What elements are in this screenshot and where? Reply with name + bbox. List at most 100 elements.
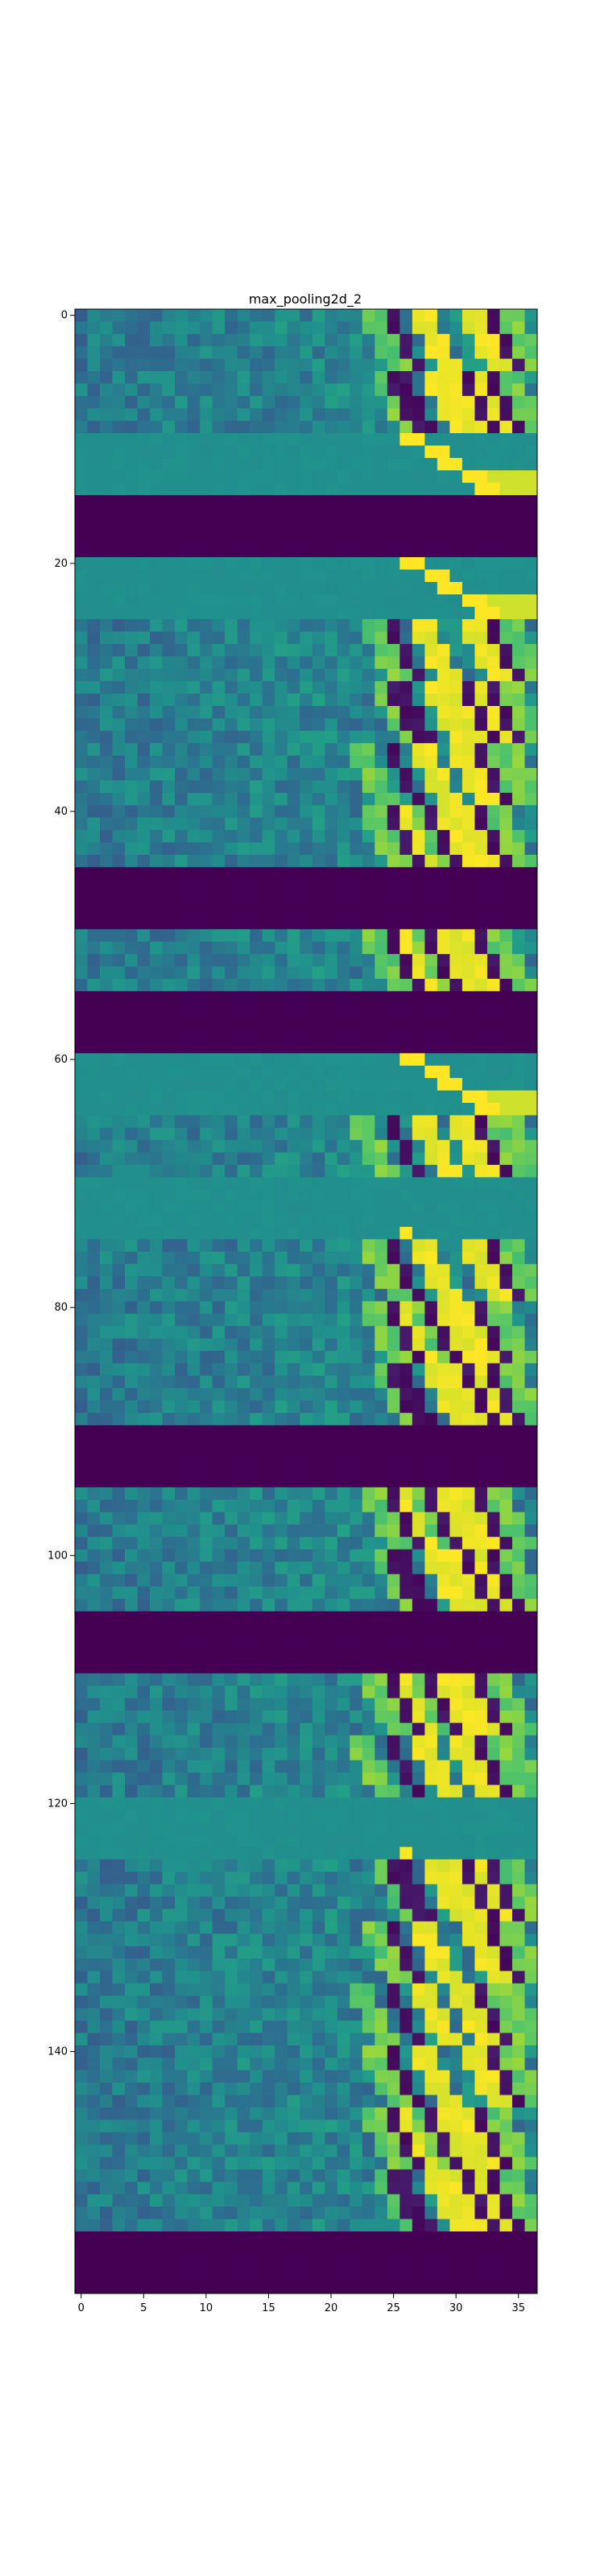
- heatmap-cell: [275, 1524, 288, 1538]
- heatmap-cell: [87, 1400, 101, 1414]
- heatmap-cell: [511, 681, 525, 694]
- heatmap-cell: [287, 569, 300, 583]
- heatmap-cell: [461, 978, 475, 992]
- heatmap-cell: [262, 1388, 275, 1402]
- heatmap-cell: [449, 1735, 463, 1748]
- heatmap-cell: [212, 1251, 226, 1265]
- heatmap-cell: [100, 792, 113, 806]
- heatmap-cell: [137, 830, 151, 843]
- heatmap-cell: [225, 470, 238, 484]
- heatmap-cell: [237, 1326, 250, 1340]
- heatmap-cell: [100, 1921, 113, 1934]
- heatmap-cell: [524, 1338, 538, 1352]
- heatmap-cell: [212, 1549, 226, 1563]
- heatmap-cell: [375, 1363, 388, 1377]
- heatmap-cell: [325, 371, 338, 384]
- heatmap-cell: [87, 1810, 101, 1823]
- heatmap-cell: [449, 1090, 463, 1104]
- heatmap-cell: [412, 470, 425, 484]
- heatmap-cell: [225, 1251, 238, 1265]
- heatmap-cell: [337, 1500, 350, 1513]
- heatmap-cell: [162, 780, 176, 794]
- heatmap-cell: [212, 1338, 226, 1352]
- heatmap-cell: [474, 1847, 488, 1860]
- heatmap-cell: [399, 321, 413, 335]
- heatmap-cell: [137, 978, 151, 992]
- heatmap-cell: [250, 1475, 263, 1488]
- heatmap-cell: [300, 507, 313, 521]
- heatmap-cell: [262, 718, 275, 732]
- heatmap-cell: [287, 445, 300, 459]
- heatmap-cell: [75, 1636, 88, 1649]
- heatmap-cell: [486, 1785, 500, 1798]
- heatmap-cell: [362, 1661, 375, 1674]
- heatmap-cell: [150, 1189, 163, 1203]
- heatmap-cell: [137, 1177, 151, 1191]
- heatmap-cell: [511, 805, 525, 819]
- heatmap-cell: [524, 1710, 538, 1724]
- heatmap-cell: [486, 1313, 500, 1327]
- heatmap-cell: [75, 1760, 88, 1773]
- heatmap-cell: [150, 333, 163, 347]
- heatmap-cell: [175, 433, 188, 446]
- heatmap-cell: [100, 1797, 113, 1810]
- heatmap-cell: [499, 433, 513, 446]
- heatmap-cell: [275, 1450, 288, 1463]
- heatmap-cell: [125, 904, 138, 918]
- heatmap-cell: [449, 1921, 463, 1934]
- heatmap-cell: [162, 1462, 176, 1476]
- heatmap-cell: [325, 1363, 338, 1377]
- heatmap-cell: [75, 1872, 88, 1885]
- heatmap-cell: [137, 1537, 151, 1550]
- heatmap-cell: [75, 1065, 88, 1079]
- heatmap-cell: [325, 817, 338, 831]
- heatmap-cell: [424, 706, 438, 719]
- heatmap-cell: [175, 1450, 188, 1463]
- heatmap-cell: [412, 1326, 425, 1340]
- heatmap-cell: [125, 1189, 138, 1203]
- heatmap-cell: [137, 1698, 151, 1711]
- heatmap-cell: [225, 879, 238, 893]
- heatmap-cell: [275, 1065, 288, 1079]
- heatmap-cell: [187, 309, 201, 322]
- heatmap-cell: [100, 656, 113, 670]
- heatmap-cell: [474, 1276, 488, 1290]
- heatmap-cell: [175, 1785, 188, 1798]
- heatmap-cell: [461, 842, 475, 856]
- heatmap-cell: [474, 1500, 488, 1513]
- heatmap-cell: [375, 309, 388, 322]
- heatmap-cell: [424, 1586, 438, 1600]
- heatmap-cell: [112, 755, 126, 769]
- heatmap-cell: [175, 842, 188, 856]
- heatmap-cell: [237, 1537, 250, 1550]
- heatmap-cell: [486, 867, 500, 881]
- heatmap-cell: [461, 445, 475, 459]
- heatmap-cell: [162, 1351, 176, 1364]
- heatmap-cell: [375, 1698, 388, 1711]
- heatmap-cell: [100, 1388, 113, 1402]
- heatmap-cell: [262, 420, 275, 434]
- heatmap-cell: [87, 1115, 101, 1129]
- heatmap-cell: [137, 1971, 151, 1984]
- heatmap-cell: [375, 718, 388, 732]
- heatmap-cell: [175, 978, 188, 992]
- heatmap-cell: [350, 805, 363, 819]
- heatmap-cell: [187, 383, 201, 397]
- heatmap-cell: [250, 681, 263, 694]
- heatmap-cell: [75, 519, 88, 533]
- heatmap-cell: [387, 1574, 400, 1587]
- heatmap-cell: [375, 1028, 388, 1042]
- heatmap-cell: [325, 1276, 338, 1290]
- heatmap-cell: [511, 1611, 525, 1624]
- heatmap-cell: [362, 842, 375, 856]
- heatmap-cell: [200, 1202, 213, 1216]
- heatmap-cell: [200, 470, 213, 484]
- heatmap-cell: [412, 1487, 425, 1501]
- heatmap-cell: [449, 1822, 463, 1835]
- heatmap-cell: [162, 631, 176, 645]
- heatmap-cell: [137, 1152, 151, 1166]
- heatmap-cell: [312, 1214, 325, 1228]
- heatmap-cell: [312, 1599, 325, 1612]
- heatmap-cell: [287, 830, 300, 843]
- heatmap-cell: [187, 954, 201, 967]
